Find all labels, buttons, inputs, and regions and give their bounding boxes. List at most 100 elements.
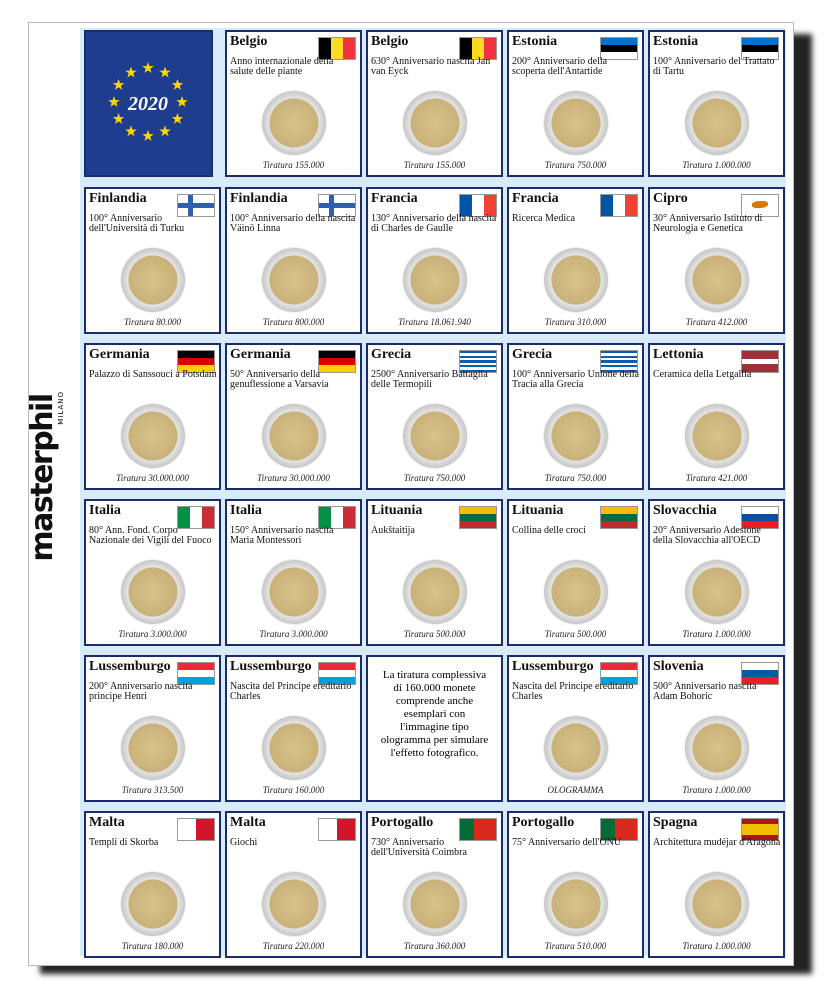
description: 200° Anniversario della scoperta dell'An… [512,56,608,77]
flag-stripe [601,353,637,356]
flag [318,818,356,841]
mintage: Tiratura 30.000.000 [116,473,189,483]
coin-card: Germania Palazzo di Sanssouci a Potsdam Ti… [84,343,221,490]
flag [177,818,215,841]
flag-stripe [601,514,637,521]
flag-stripe [742,663,778,670]
coin-image [686,561,748,623]
flag-stripe [178,819,196,840]
coin-image [263,92,325,154]
coin-image [686,405,748,467]
flag-stripe [601,677,637,684]
mintage: Tiratura 18.061.940 [398,317,471,327]
mintage: Tiratura 30.000.000 [257,473,330,483]
star [176,96,188,107]
flag-stripe [742,834,778,840]
star [125,125,137,137]
coin-image [263,873,325,935]
country: Portogallo [512,815,575,830]
flag [600,818,638,841]
coin-card: Malta Giochi Tiratura 220.000 [225,811,362,958]
country: Estonia [653,34,699,49]
flag-stripe [742,52,778,59]
country: Germania [230,347,291,362]
country: Malta [89,815,125,830]
flag-stripe [601,364,637,368]
coin-image [404,405,466,467]
mintage: Tiratura 1.000.000 [682,941,751,951]
mintage: Tiratura 1.000.000 [682,629,751,639]
country: Portogallo [371,815,434,830]
description: Aukštaitija [371,525,415,536]
flag [318,506,356,529]
coin-card: Slovacchia 20° Anniversario Adesione dell… [648,499,785,646]
coin-card: Grecia 100° Anniversario Unione della Tra… [507,343,644,490]
country: Lettonia [653,347,704,362]
description: Giochi [230,837,258,848]
star [171,113,184,124]
flag [318,662,356,685]
coin-image [263,405,325,467]
coin-image [686,92,748,154]
mintage: Tiratura 3.000.000 [259,629,328,639]
coin-card: Cipro 30° Anniversario Istituto di Neurol… [648,187,785,334]
flag-stripe [460,351,496,354]
flag-stripe [319,663,355,670]
flag-stripe [601,819,616,840]
flag-stripe [742,824,778,835]
coin-card: Belgio Anno internazionale della salute d… [225,30,362,177]
mintage: Tiratura 750.000 [544,160,607,170]
flag-stripe [178,358,214,365]
coin-card: Lituania Aukštaitija Tiratura 500.000 [366,499,503,646]
coin-card: Italia 80° Ann. Fond. Corpo Nazionale dei… [84,499,221,646]
coin-card: Belgio 630° Anniversario nascita Jan van … [366,30,503,177]
flag [600,350,638,373]
flag-stripe [601,663,637,670]
flag [741,818,779,841]
brand-name: masterphil [25,394,60,562]
coin-image [263,717,325,779]
description: 100° Anniversario del Trattato di Tartu [653,56,775,77]
mintage: Tiratura 421.000 [685,473,748,483]
description: 100° Anniversario Unione della Tracia al… [512,369,640,390]
country: Slovacchia [653,503,717,518]
coin-card: Finlandia 100° Anniversario della nascita… [225,187,362,334]
description: Anno internazionale della salute delle p… [230,56,334,77]
flag-stripe [742,819,778,825]
coin-card: Lituania Collina delle croci Tiratura 500.… [507,499,644,646]
flag-stripe [319,351,355,358]
coin-image [545,405,607,467]
flag-cross [188,195,193,216]
flag-stripe [742,45,778,52]
coin-image [686,873,748,935]
coin-image [545,717,607,779]
country: Lituania [371,503,423,518]
flag-stripe [601,45,637,52]
flag-stripe [742,521,778,528]
flag-stripe [319,677,355,684]
flag-stripe [343,507,355,528]
coin-image [545,873,607,935]
flag-stripe [319,819,337,840]
flag-stripe [319,365,355,372]
flag [459,350,497,373]
flag-stripe [178,663,214,670]
flag-stripe [742,507,778,514]
coin-image [545,92,607,154]
coin-card: Finlandia 100° Anniversario dell'Universi… [84,187,221,334]
coin-image [404,561,466,623]
star [142,130,154,141]
star [112,79,125,90]
eu-flag: 2020 [84,30,213,177]
mintage: OLOGRAMMA [547,785,604,795]
coin-image [686,249,748,311]
flag-stripe [319,38,331,59]
flag-stripe [484,38,496,59]
mintage: Tiratura 220.000 [262,941,325,951]
flag [600,506,638,529]
note: La tiratura complessiva di 160.000 monet… [380,669,489,759]
flag-stripe [601,357,637,361]
flag-stripe [460,357,496,361]
country: Estonia [512,34,558,49]
flag-stripe [331,38,343,59]
